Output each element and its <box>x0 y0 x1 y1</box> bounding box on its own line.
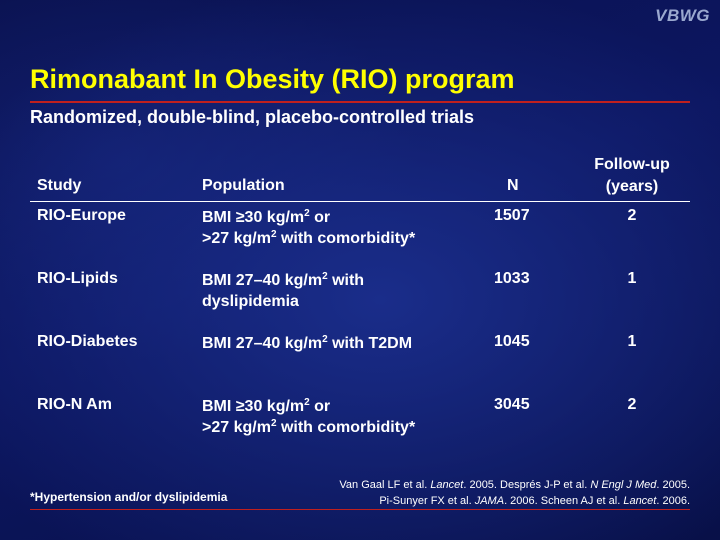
row-population: BMI 27–40 kg/m2 with T2DM <box>202 334 413 353</box>
row-study: RIO-Europe <box>37 207 126 224</box>
row-population: BMI 27–40 kg/m2 with dyslipidemia <box>202 271 365 311</box>
row-followup: 2 <box>627 207 637 224</box>
row-followup: 1 <box>627 333 637 350</box>
references: Van Gaal LF et al. Lancet. 2005. Després… <box>339 477 690 509</box>
header-divider <box>30 201 690 202</box>
row-study: RIO-N Am <box>37 396 112 413</box>
header-followup-line1: Follow-up <box>594 156 670 173</box>
footer-divider <box>30 509 690 510</box>
footnote: *Hypertension and/or dyslipidemia <box>30 490 228 504</box>
row-population: BMI ≥30 kg/m2 or >27 kg/m2 with comorbid… <box>202 208 416 248</box>
row-study: RIO-Diabetes <box>37 333 138 350</box>
row-followup: 2 <box>627 396 637 413</box>
reference-line-1: Van Gaal LF et al. Lancet. 2005. Després… <box>339 479 690 491</box>
reference-line-2: Pi-Sunyer FX et al. JAMA. 2006. Scheen A… <box>379 495 690 507</box>
row-n: 1045 <box>494 333 530 350</box>
row-n: 1507 <box>494 207 530 224</box>
header-population: Population <box>202 177 285 194</box>
row-study: RIO-Lipids <box>37 270 118 287</box>
header-n: N <box>507 177 519 194</box>
row-population: BMI ≥30 kg/m2 or >27 kg/m2 with comorbid… <box>202 397 416 437</box>
row-followup: 1 <box>627 270 637 287</box>
header-followup-line2: (years) <box>605 178 659 195</box>
row-n: 3045 <box>494 396 530 413</box>
header-followup: Follow-up (years) <box>582 154 682 198</box>
slide-subtitle: Randomized, double-blind, placebo-contro… <box>30 107 475 127</box>
header-study: Study <box>37 177 82 194</box>
title-divider <box>30 101 690 103</box>
row-n: 1033 <box>494 270 530 287</box>
slide-title: Rimonabant In Obesity (RIO) program <box>30 64 515 94</box>
vbwg-logo: VBWG <box>655 6 710 25</box>
